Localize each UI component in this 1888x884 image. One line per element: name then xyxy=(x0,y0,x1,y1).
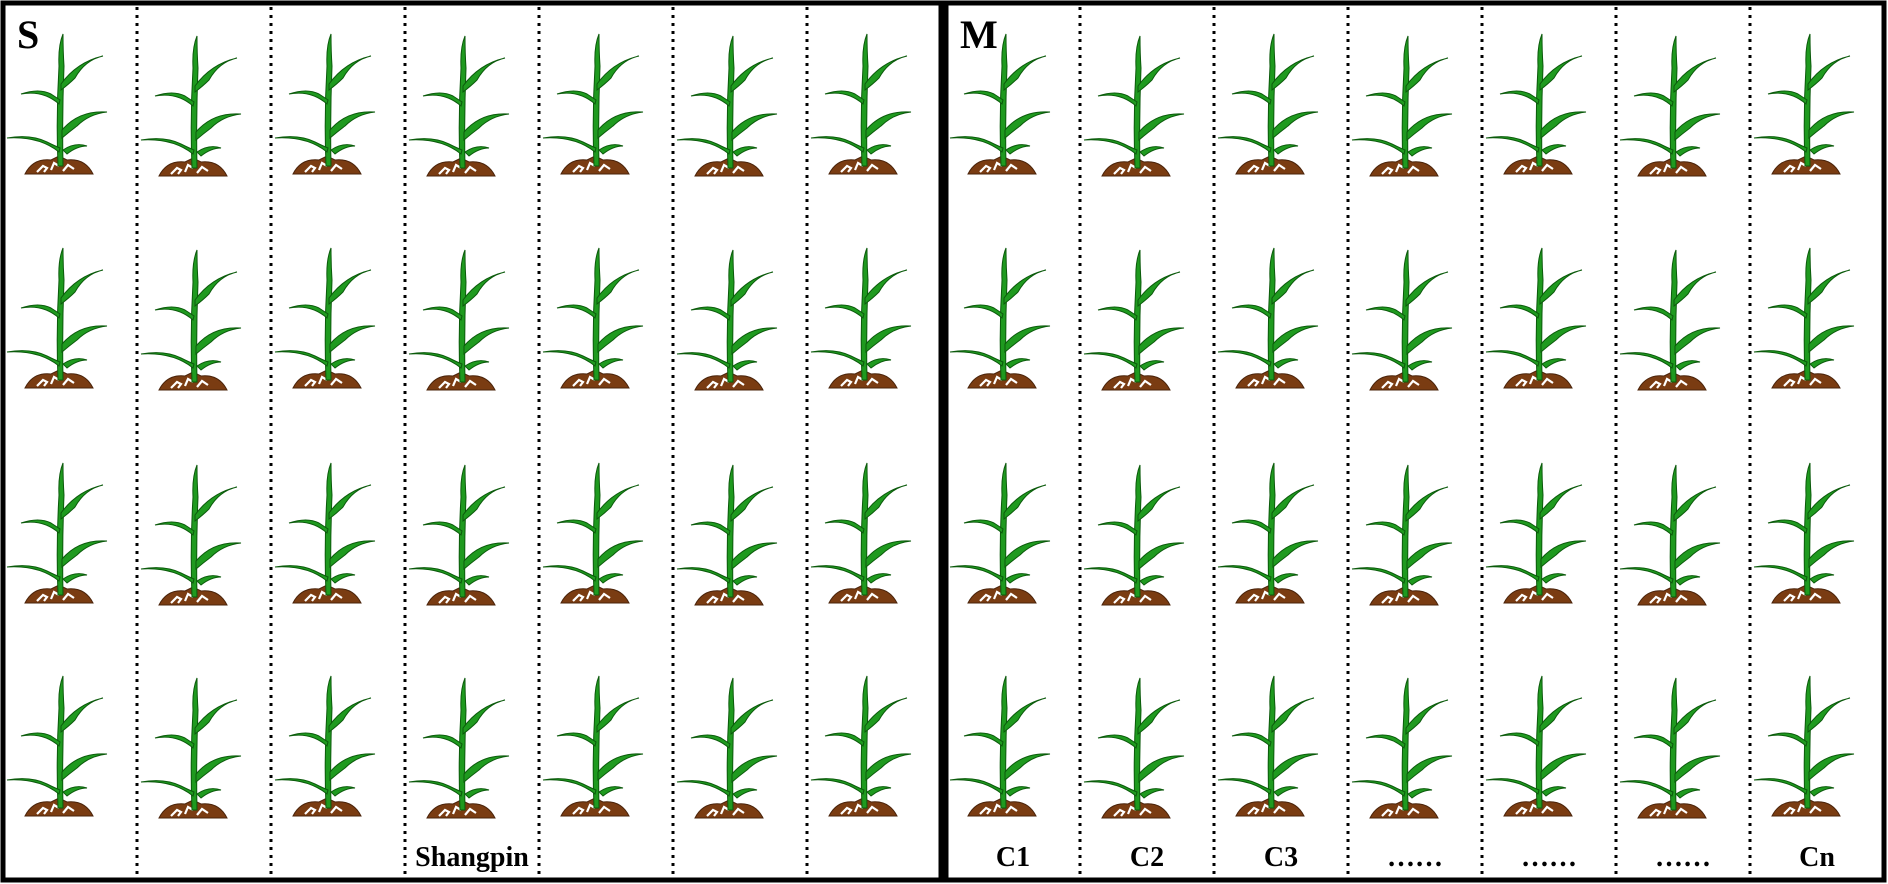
panel-border xyxy=(943,0,1887,883)
column-label: C3 xyxy=(1264,842,1298,873)
column-label: Shangpin xyxy=(415,842,529,873)
column-label: C1 xyxy=(996,842,1030,873)
panel-single: S Shangpin xyxy=(0,0,944,883)
panel-label: S xyxy=(17,12,39,57)
column-label: Cn xyxy=(1799,842,1835,873)
panel-border xyxy=(0,0,944,883)
panel-label: M xyxy=(960,12,998,57)
column-label: …… xyxy=(1387,842,1443,873)
panel-mixed: M C1 C2 C3 …… …… …… Cn xyxy=(943,0,1887,883)
column-label: C2 xyxy=(1130,842,1164,873)
column-label: …… xyxy=(1521,842,1577,873)
column-label: …… xyxy=(1655,842,1711,873)
